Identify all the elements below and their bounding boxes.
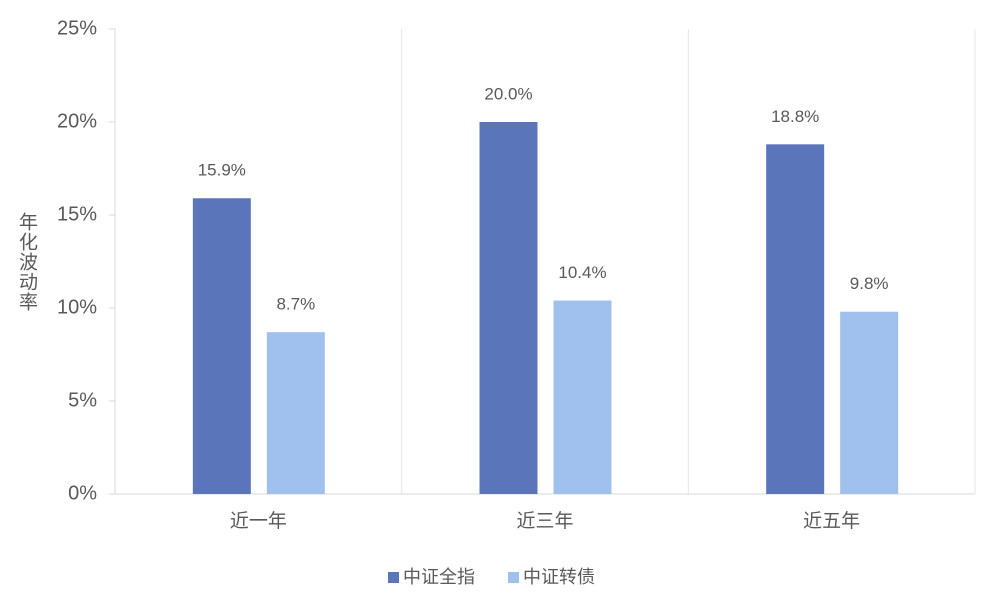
- bar: [479, 122, 538, 494]
- legend-swatch: [388, 572, 399, 583]
- y-tick-label: 25%: [57, 17, 97, 39]
- legend-label: 中证全指: [403, 567, 475, 587]
- legend-label: 中证转债: [523, 567, 595, 587]
- data-label: 20.0%: [484, 84, 532, 103]
- x-tick-label: 近三年: [516, 510, 573, 532]
- data-label: 15.9%: [198, 161, 246, 180]
- bar: [840, 311, 899, 494]
- data-label: 9.8%: [850, 274, 889, 293]
- bar: [192, 198, 251, 494]
- y-axis-label: 年化波动率: [16, 212, 38, 312]
- data-label: 10.4%: [558, 263, 606, 282]
- legend-swatch: [508, 572, 519, 583]
- y-tick-label: 5%: [68, 389, 97, 411]
- y-tick-label: 20%: [57, 110, 97, 132]
- data-label: 8.7%: [276, 295, 315, 314]
- bar: [766, 144, 825, 494]
- bar: [266, 332, 325, 494]
- y-tick-label: 0%: [68, 482, 97, 504]
- x-tick-label: 近五年: [803, 510, 860, 532]
- data-label: 18.8%: [771, 107, 819, 126]
- bar: [553, 300, 612, 494]
- y-tick-label: 10%: [57, 296, 97, 318]
- y-tick-label: 15%: [57, 203, 97, 225]
- x-tick-label: 近一年: [230, 510, 287, 532]
